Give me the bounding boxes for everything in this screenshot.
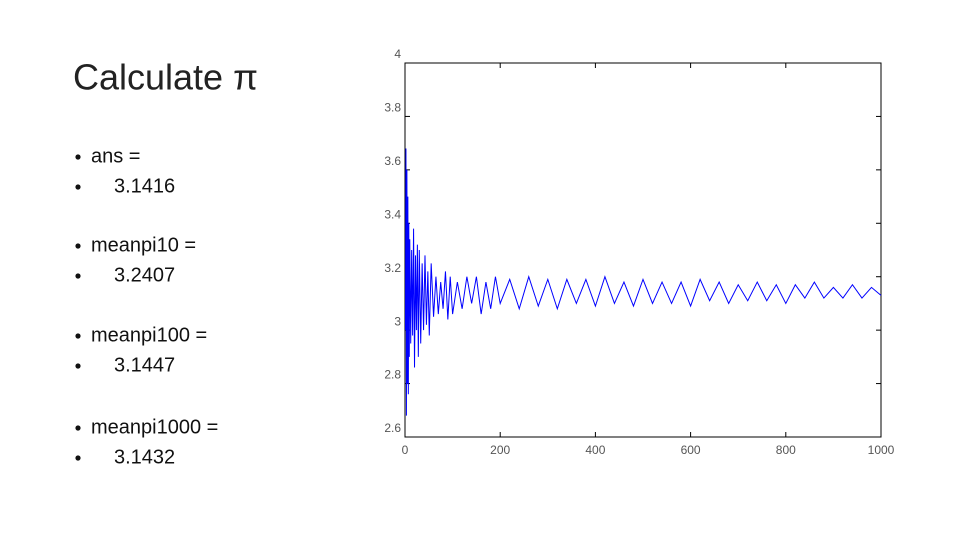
y-tick-label: 2.8 [384, 368, 401, 382]
item-label: meanpi100 = [91, 324, 207, 346]
item-value: 3.1447 [114, 354, 175, 376]
bullet [75, 243, 81, 249]
y-tick-label: 3.4 [384, 207, 401, 221]
item-value: 3.1432 [114, 446, 175, 468]
item-label: meanpi1000 = [91, 416, 218, 438]
item-value: 3.1416 [114, 175, 175, 197]
bullet [75, 333, 81, 339]
plot-frame [404, 62, 882, 438]
bullet [75, 425, 81, 431]
bullet [75, 363, 81, 369]
bullet [75, 455, 81, 461]
bullet [75, 273, 81, 279]
y-tick-label: 3 [394, 314, 401, 328]
data-line [404, 148, 882, 416]
x-tick-label: 600 [681, 443, 701, 457]
item-label: meanpi10 = [91, 234, 196, 256]
item-label: ans = [91, 145, 140, 167]
x-tick-label: 800 [776, 443, 796, 457]
bullet [75, 184, 81, 190]
y-tick-label: 3.8 [384, 101, 401, 115]
y-tick-label: 4 [394, 47, 401, 61]
y-tick-label: 2.6 [384, 421, 401, 435]
x-tick-label: 1000 [868, 443, 895, 457]
x-tick-label: 200 [490, 443, 510, 457]
bullet [75, 154, 81, 160]
item-value: 3.2407 [114, 264, 175, 286]
slide-title: Calculate π [73, 57, 258, 98]
x-tick-label: 0 [402, 443, 409, 457]
y-tick-label: 3.6 [384, 154, 401, 168]
y-tick-label: 3.2 [384, 261, 401, 275]
x-tick-label: 400 [585, 443, 605, 457]
